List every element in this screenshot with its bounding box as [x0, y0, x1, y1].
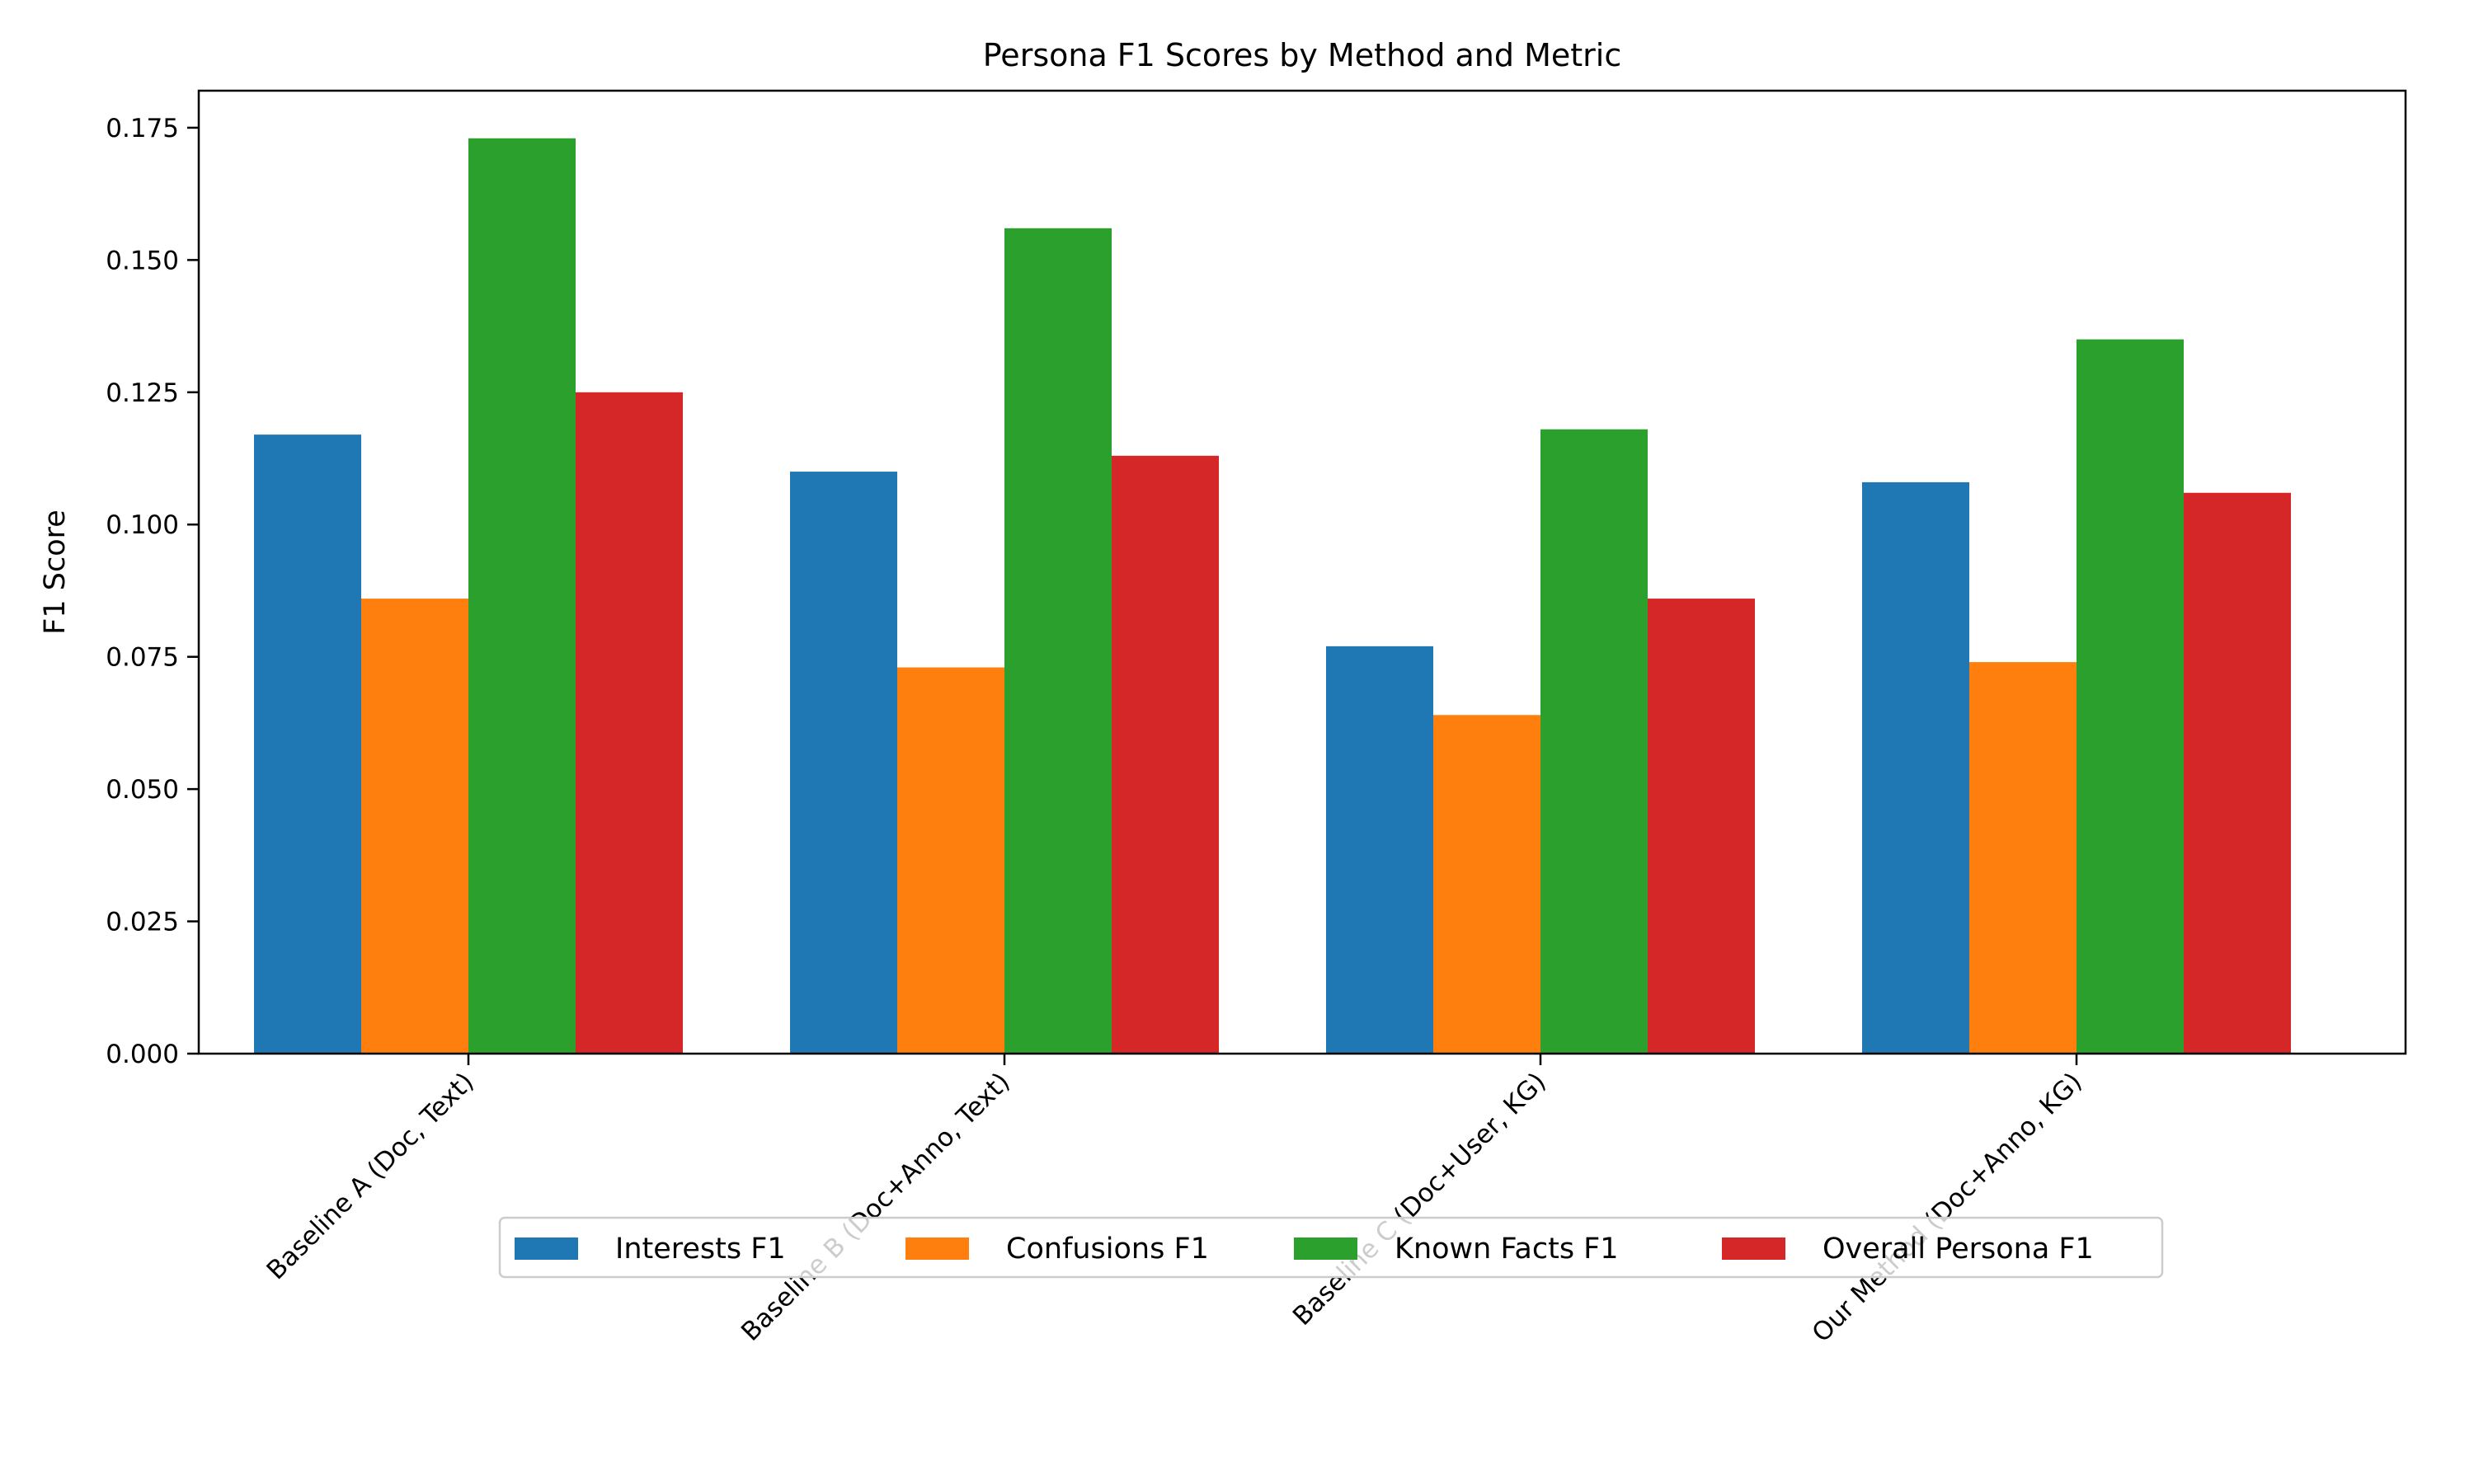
y-axis: 0.000 0.025 0.050 0.075 0.100 0.125 0.150 0.175: [106, 114, 199, 1069]
y-tick-label: 0.150: [106, 246, 179, 275]
y-tick-label: 0.100: [106, 510, 179, 540]
bar-2-3: [1648, 599, 1755, 1054]
legend-label: Confusions F1: [1006, 1233, 1209, 1266]
legend-swatch: [1294, 1237, 1357, 1260]
bar-1-2: [1004, 228, 1112, 1054]
y-tick-label: 0.075: [106, 643, 179, 673]
y-tick-label: 0.175: [106, 114, 179, 143]
y-tick-label: 0.050: [106, 775, 179, 805]
legend-label: Known Facts F1: [1395, 1233, 1619, 1266]
y-axis-label: F1 Score: [39, 510, 72, 635]
x-axis: Baseline A (Doc, Text) Baseline B (Doc+An…: [261, 1054, 2088, 1348]
x-tick-label: Baseline A (Doc, Text): [261, 1067, 480, 1285]
bar-2-2: [1540, 429, 1648, 1054]
legend: Interests F1 Confusions F1 Known Facts F1 O…: [498, 1216, 2164, 1279]
bar-0-1: [361, 599, 468, 1054]
legend-swatch: [515, 1237, 578, 1260]
bar-0-3: [576, 392, 683, 1054]
bar-0-2: [468, 138, 576, 1054]
bars-group: [254, 138, 2291, 1054]
legend-swatch: [905, 1237, 969, 1260]
plot-frame: [197, 89, 2407, 1055]
bar-1-1: [897, 667, 1004, 1054]
x-tick-label: Baseline C (Doc+User, KG): [1287, 1067, 1552, 1331]
x-tick-label: Our Method (Doc+Anno, KG): [1807, 1067, 2088, 1348]
legend-label: Interests F1: [615, 1233, 786, 1266]
y-tick-label: 0.125: [106, 378, 179, 408]
bar-2-1: [1433, 715, 1540, 1054]
bar-0-0: [254, 434, 361, 1054]
bar-1-0: [790, 472, 897, 1054]
bar-3-0: [1862, 481, 1969, 1054]
y-tick-label: 0.000: [106, 1040, 179, 1069]
legend-swatch: [1722, 1237, 1785, 1260]
legend-label: Overall Persona F1: [1823, 1233, 2094, 1266]
chart-title: Persona F1 Scores by Method and Metric: [983, 37, 1621, 73]
bar-3-1: [1969, 662, 2077, 1054]
bar-1-3: [1112, 455, 1219, 1054]
x-tick-label: Baseline B (Doc+Anno, Text): [736, 1067, 1016, 1347]
bar-3-2: [2077, 339, 2184, 1054]
y-tick-label: 0.025: [106, 908, 179, 937]
bar-2-0: [1326, 646, 1433, 1054]
bar-3-3: [2184, 492, 2291, 1054]
